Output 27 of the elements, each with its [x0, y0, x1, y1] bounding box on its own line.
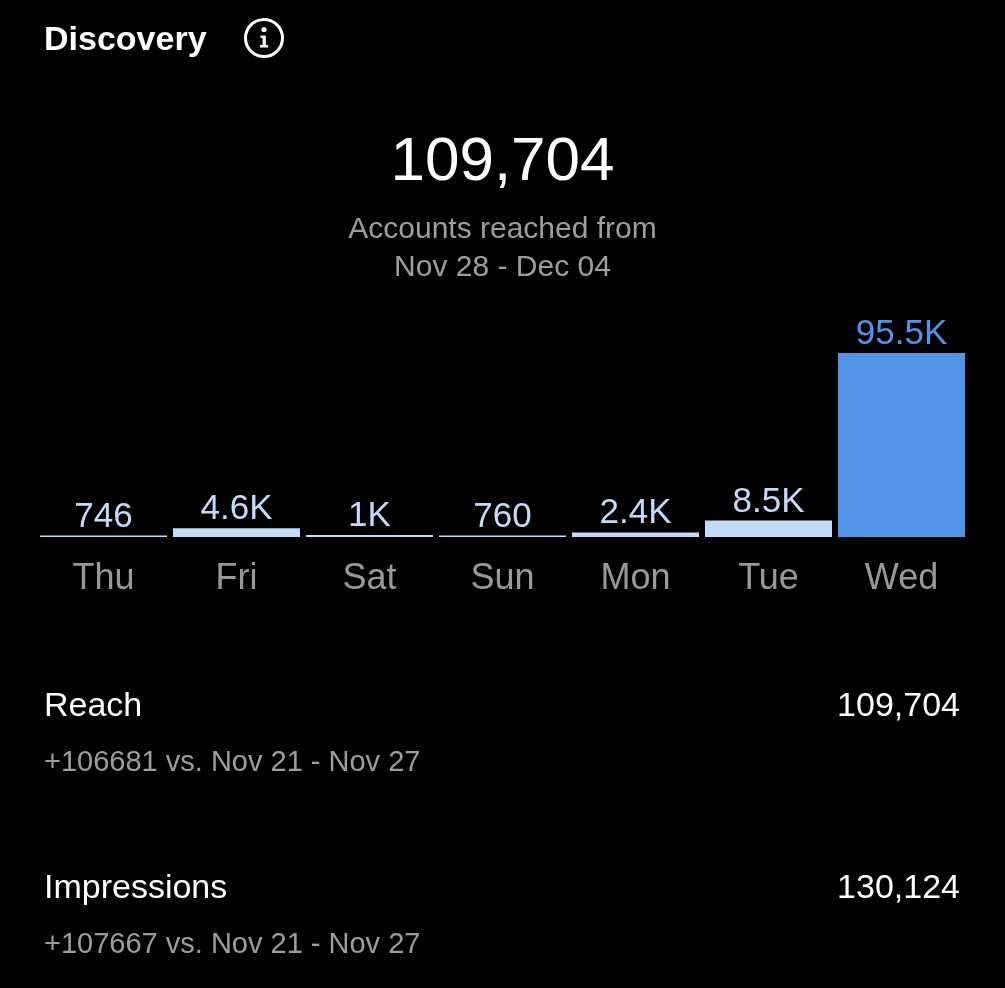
bar: [172, 528, 301, 537]
x-tick-label: Mon: [600, 555, 671, 597]
x-tick-label: Tue: [738, 555, 799, 597]
x-tick-label: Wed: [864, 555, 939, 597]
text: 109,704: [389, 124, 616, 193]
data-label: 95.5K: [855, 312, 948, 351]
bar: [837, 353, 966, 537]
data-label: 1K: [348, 494, 391, 534]
data-label: 746: [74, 494, 133, 534]
bar: [704, 520, 833, 537]
text: 130,124: [837, 867, 960, 905]
data-label: 8.5K: [732, 479, 805, 519]
text: +106681 vs. Nov 21 - Nov 27: [44, 745, 421, 777]
chart-subtitle: Accounts reached from Nov 28 - Dec 04: [347, 210, 658, 284]
x-tick-label: Thu: [72, 555, 135, 597]
text: Impressions: [44, 867, 228, 905]
text: 109,704: [837, 685, 960, 723]
data-label: 2.4K: [599, 491, 672, 531]
x-tick-label: Sun: [470, 555, 535, 597]
chart-title: Discovery: [44, 19, 207, 57]
bar: [571, 532, 700, 537]
data-label: 4.6K: [200, 487, 273, 527]
x-tick-label: Fri: [215, 555, 258, 597]
data-label: 760: [473, 494, 532, 534]
x-tick-label: Sat: [342, 555, 397, 597]
text: Reach: [44, 685, 143, 723]
text: +107667 vs. Nov 21 - Nov 27: [44, 927, 421, 959]
